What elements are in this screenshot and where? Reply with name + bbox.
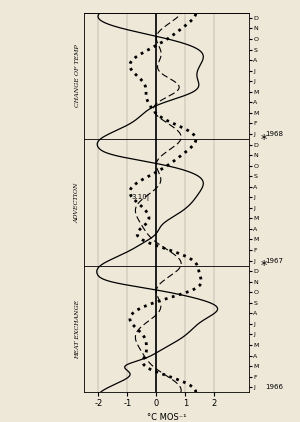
Text: HEAT EXCHANGE: HEAT EXCHANGE — [75, 300, 80, 359]
Text: *: * — [260, 260, 267, 272]
Text: ADVECTION: ADVECTION — [75, 182, 80, 223]
Text: 1966: 1966 — [265, 384, 283, 390]
Text: 3.10|: 3.10| — [131, 194, 149, 201]
Text: CHANGE OF TEMP: CHANGE OF TEMP — [75, 45, 80, 107]
Text: 1968: 1968 — [265, 131, 283, 137]
Text: *: * — [260, 133, 267, 146]
Text: 1967: 1967 — [265, 258, 283, 264]
X-axis label: °C MOS⁻¹: °C MOS⁻¹ — [147, 413, 186, 422]
